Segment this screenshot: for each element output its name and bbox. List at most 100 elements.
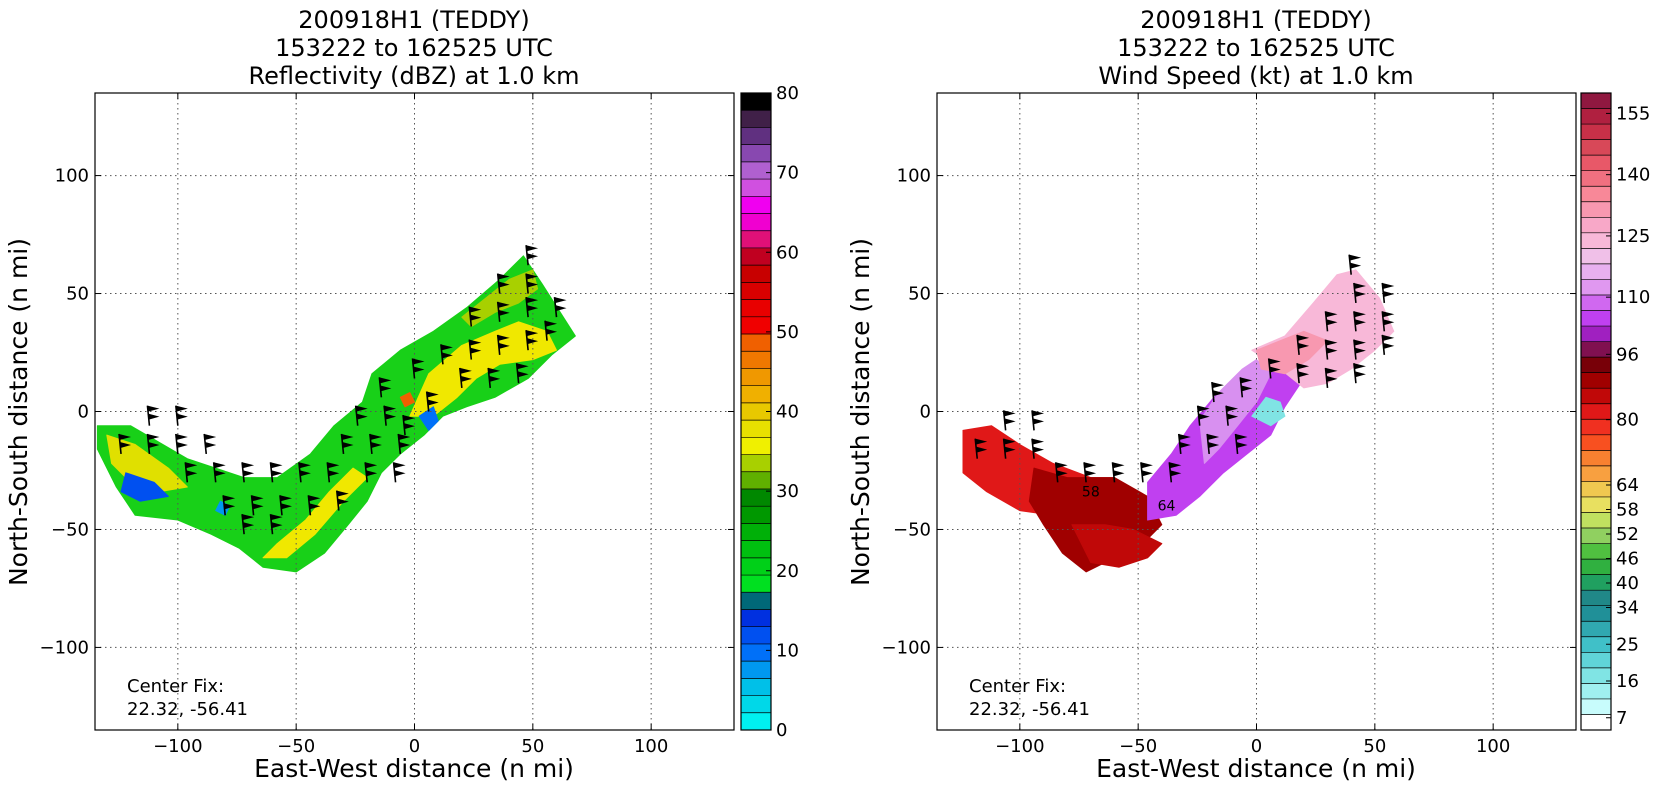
wind-barb-flag [252, 503, 264, 510]
wind-barb-flag [498, 309, 510, 316]
wind-barb-flag [1382, 282, 1395, 289]
wind-barb [974, 438, 988, 459]
wind-barb-flag [526, 273, 539, 280]
wind-barb-flag [1032, 410, 1045, 417]
wind-barb [496, 301, 510, 322]
wind-barb [1234, 433, 1248, 455]
wind-barb-flag [356, 413, 368, 420]
wind-barb-flag [147, 405, 160, 412]
colorbar-swatch [1581, 636, 1611, 653]
colorbar-swatch [741, 506, 771, 524]
wind-barb-flag [1226, 405, 1239, 412]
wind-barb-flag [175, 405, 188, 412]
wind-barb-flag [403, 423, 416, 430]
x-tick-label: 50 [1363, 736, 1386, 757]
wind-barb-flag [1141, 470, 1153, 477]
colorbar-swatch [1581, 93, 1611, 109]
colorbar-tick-label: 110 [1616, 287, 1650, 308]
wind-barb-shaft [525, 273, 529, 294]
colorbar-tick-label: 34 [1616, 598, 1639, 619]
wind-barb [1054, 462, 1068, 483]
wind-barb-flag [1325, 339, 1338, 346]
wind-barb [184, 462, 198, 483]
axis-ticks: −100 −50 0 50 100 −100 −50 0 50 100 [40, 93, 734, 757]
colorbar: 0 10 20 30 40 50 60 70 80 [740, 83, 799, 741]
colorbar-swatch [741, 454, 771, 473]
wind-barb [553, 297, 567, 318]
wind-barb-flag [555, 305, 567, 312]
colorbar-swatch [1581, 201, 1611, 218]
x-axis-label: East-West distance (n mi) [1096, 754, 1416, 783]
wind-barb-flag [413, 366, 425, 373]
colorbar-swatch [741, 471, 771, 490]
colorbar-swatch [1581, 450, 1611, 467]
x-tick-label: −100 [153, 736, 202, 757]
wind-barb-flag [1003, 410, 1016, 417]
wind-barb-flag [271, 522, 283, 529]
wind-barb-flag [440, 344, 453, 351]
wind-barb-shaft [212, 462, 217, 483]
wind-barb-flag [1207, 441, 1220, 448]
colorbar-swatch [1581, 326, 1611, 342]
wind-barb-flag [242, 470, 255, 477]
wind-barb-flag [176, 413, 188, 420]
title-line-2: 153222 to 162525 UTC [1117, 34, 1395, 62]
colorbar-swatch [741, 592, 771, 610]
wind-barb [411, 358, 425, 379]
wind-barb-flag [399, 441, 411, 448]
wind-barb [1381, 334, 1395, 355]
wind-barb [496, 273, 510, 294]
wind-barb-flag [488, 367, 501, 374]
wind-barb-flag [242, 522, 255, 529]
wind-barb-flag [308, 495, 321, 502]
wind-barb [241, 514, 255, 535]
wind-barb-flag [470, 347, 482, 354]
colorbar-swatch [741, 334, 771, 352]
wind-barb [146, 433, 160, 455]
wind-barb-flag [380, 385, 392, 392]
wind-barb-flag [213, 462, 226, 469]
colorbar: 7 16 25 34 40 46 52 58 64 80 96 110 125 140 155 [1580, 92, 1650, 731]
wind-barb [298, 462, 311, 483]
x-tick-label: 100 [634, 736, 668, 757]
wind-barb-flag [426, 391, 439, 398]
wind-barb-flag [526, 338, 539, 345]
wind-barb-flag [204, 433, 217, 440]
wind-barb [1225, 405, 1239, 426]
colorbar-swatch [741, 402, 771, 421]
field-yellow-band-2 [262, 467, 368, 559]
wind-barb-flag [554, 297, 567, 304]
wind-barb [468, 339, 482, 360]
contour-label: 58 [1082, 484, 1100, 500]
wind-barb [269, 514, 283, 535]
wind-barb-flag [526, 330, 539, 337]
wind-barb [175, 405, 188, 426]
wind-barb [397, 433, 411, 455]
colorbar-tick-label: 96 [1616, 344, 1639, 365]
colorbar-frame [1580, 92, 1612, 731]
x-tick-label: −50 [277, 736, 315, 757]
wind-barb [1348, 254, 1362, 275]
colorbar-swatch [741, 247, 771, 266]
wind-barb [1177, 433, 1191, 455]
x-tick-label: 100 [1476, 736, 1510, 757]
colorbar-swatch [741, 523, 771, 541]
field-blue-patch-2 [120, 472, 169, 502]
wind-barb-flag [398, 433, 411, 440]
wind-barb-flag [394, 470, 406, 477]
colorbar-swatch [1581, 714, 1611, 731]
wind-barb-flag [1354, 290, 1366, 297]
wind-barbs [974, 254, 1395, 483]
colorbar-swatch [1581, 155, 1611, 171]
colorbar-swatch [1581, 186, 1611, 203]
wind-barb-flag [1353, 311, 1366, 318]
field-rainband-shading [96, 255, 576, 573]
wind-barb-flag [175, 433, 188, 440]
wind-barb-flag [1382, 311, 1395, 318]
colorbar-swatch [1581, 139, 1611, 156]
wind-barb-flag [526, 253, 539, 260]
gridlines [937, 93, 1576, 730]
wind-barb-flag [1383, 290, 1395, 297]
wind-barb-flag [242, 462, 255, 469]
colorbar-swatch [741, 265, 771, 283]
